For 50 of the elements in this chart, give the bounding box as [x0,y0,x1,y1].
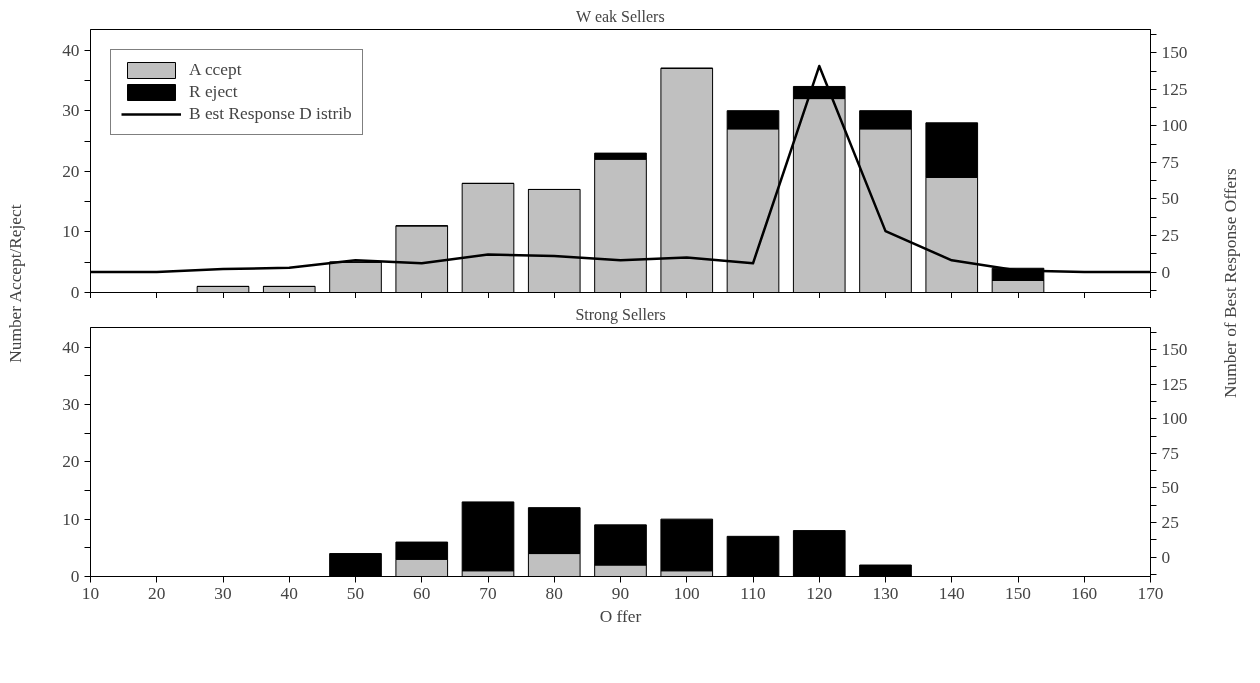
y-tick-label: 0 [70,283,80,302]
x-tick-label: 50 [346,583,365,603]
chart-title: Strong Sellers [575,305,666,324]
y-tick-label: 10 [62,509,80,529]
x-tick-label: 90 [611,583,630,603]
x-tick-label: 40 [280,583,298,603]
y2-tick-label: 150 [1161,340,1188,360]
y-tick-label: 30 [62,101,80,121]
x-tick-label: 120 [806,583,833,603]
x-tick-label: 70 [479,583,497,603]
y-axis-title: Number Accept/Reject [6,204,25,363]
x-tick-label: 130 [872,583,899,603]
y-tick-label: 30 [62,394,80,414]
x-tick-label: 80 [545,583,563,603]
x-tick-label: 170 [1137,583,1164,603]
y2-tick-label: 100 [1161,116,1188,136]
bar [461,501,515,572]
x-tick-label: 140 [938,583,965,603]
y2-tick-label: 150 [1161,43,1188,63]
x-tick-label: 30 [214,583,232,603]
y2-axis-title: Number of Best Response Offers [1221,167,1240,398]
x-tick-label: 150 [1005,583,1031,603]
y2-tick-label: 0 [1161,262,1171,282]
y-tick-label: 40 [62,40,80,60]
y2-tick-label: 125 [1161,374,1188,394]
legend-label: A ccept [189,60,242,80]
legend-label: B est Response D istrib [189,104,352,124]
legend-label: R eject [189,82,238,102]
y2-tick-label: 125 [1161,79,1188,99]
y-tick-label: 20 [62,452,80,472]
x-tick-label: 110 [740,583,766,603]
y2-tick-label: 25 [1161,226,1179,246]
y-tick-label: 0 [70,567,80,586]
x-tick-label: 100 [673,583,700,603]
y2-tick-label: 50 [1161,478,1179,498]
y-tick-label: 10 [62,222,80,242]
x-tick-label: 160 [1071,583,1098,603]
y2-tick-label: 50 [1161,189,1179,209]
x-tick-label: 60 [413,583,431,603]
x-tick-label: 20 [148,583,166,603]
y2-tick-label: 0 [1161,547,1171,567]
y2-tick-label: 75 [1161,152,1179,172]
chart-title: W eak Sellers [576,7,665,25]
x-axis-title: O ffer [599,606,642,626]
y-tick-label: 40 [62,337,80,357]
y-tick-label: 20 [62,161,80,181]
y2-tick-label: 100 [1161,409,1188,429]
y2-tick-label: 25 [1161,513,1179,533]
bar [660,518,714,572]
y2-tick-label: 75 [1161,443,1179,463]
